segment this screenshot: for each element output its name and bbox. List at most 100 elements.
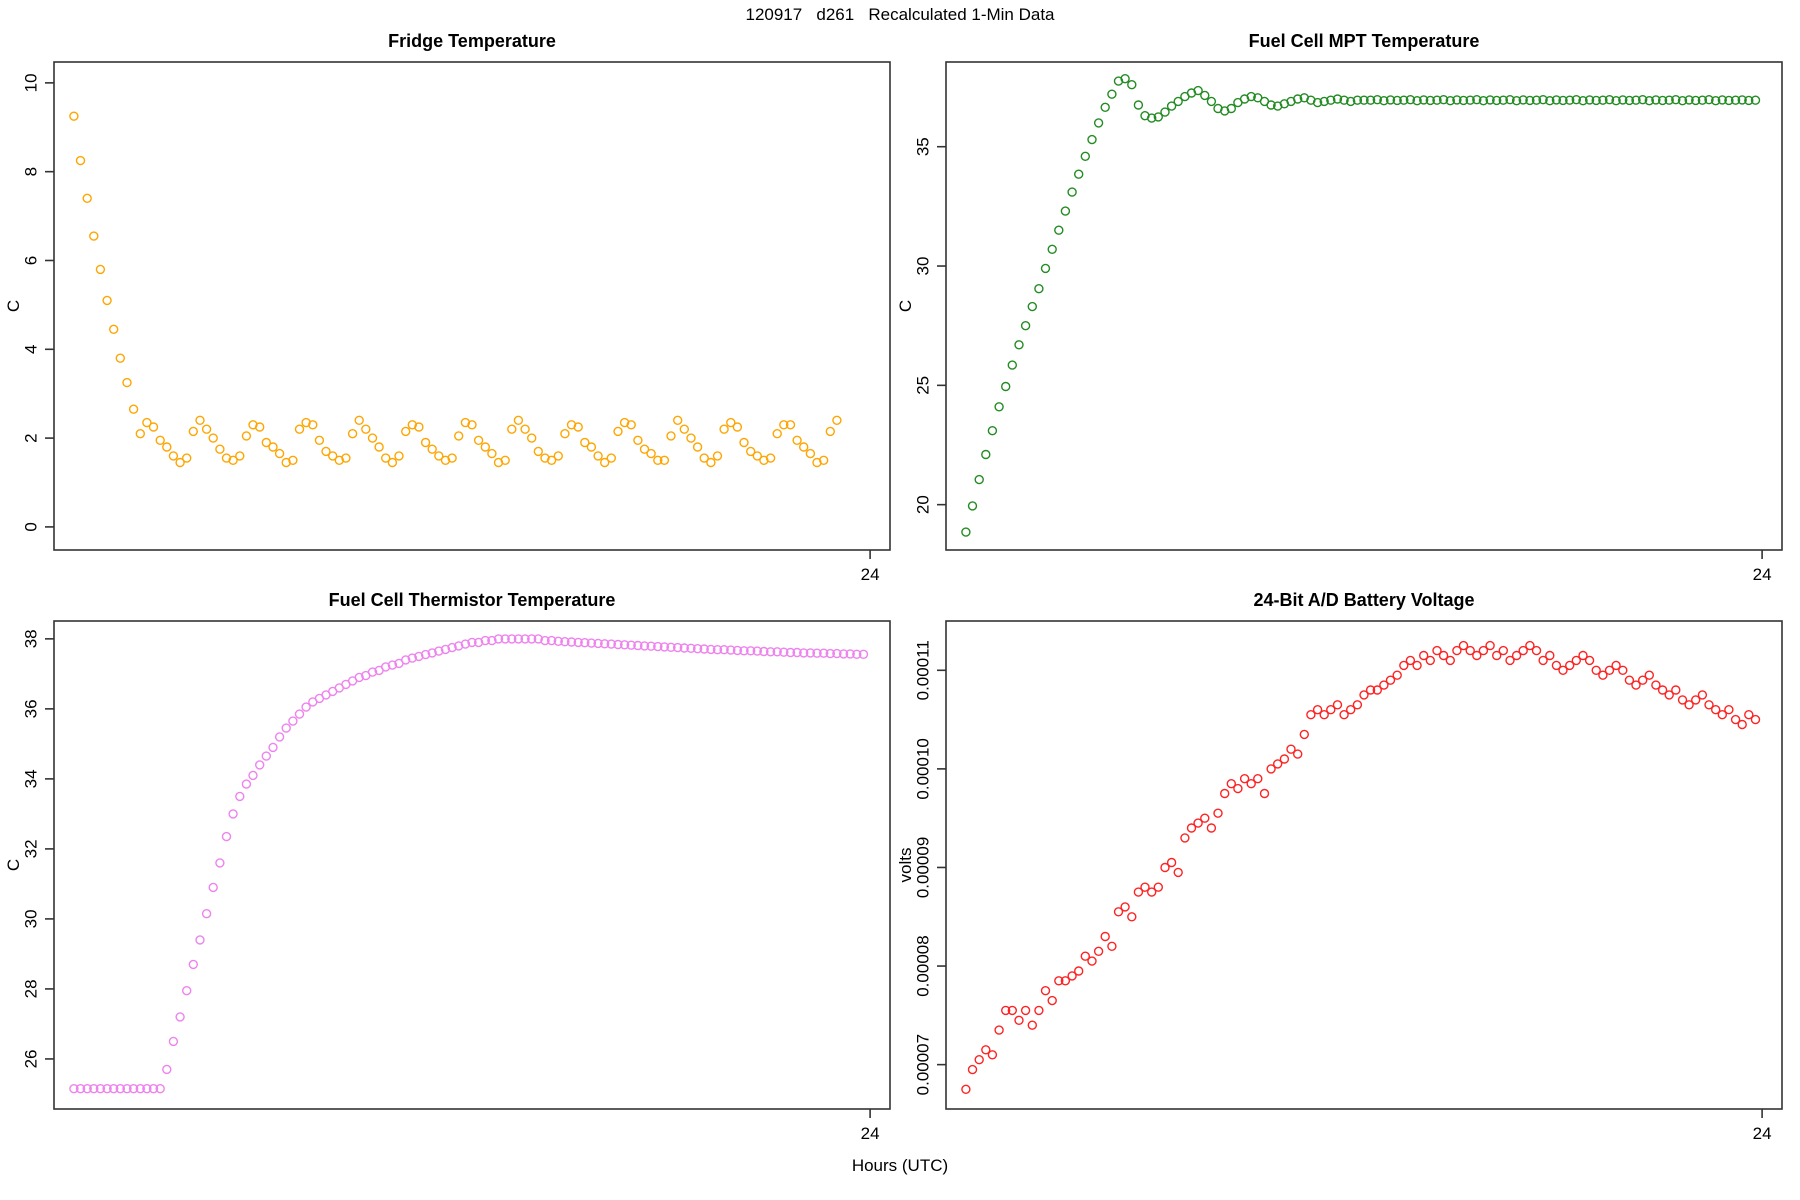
data-point: [1206, 823, 1217, 833]
data-point: [1346, 704, 1356, 715]
data-point: [1293, 94, 1303, 104]
data-point: [274, 732, 285, 742]
data-point: [1465, 645, 1475, 656]
data-point: [1100, 931, 1110, 942]
data-point: [248, 770, 258, 781]
data-point: [1326, 704, 1336, 715]
data-point: [1001, 1005, 1011, 1016]
data-point: [1027, 301, 1038, 312]
data-point: [374, 442, 384, 452]
figure-title: 120917 d261 Recalculated 1-Min Data: [745, 5, 1055, 24]
data-point: [142, 1084, 152, 1094]
data-point: [1618, 95, 1628, 105]
data-point: [1492, 95, 1502, 106]
data-point: [1505, 655, 1515, 666]
data-point: [1040, 263, 1051, 274]
panel-fuel-cell-mpt-temperature: Fuel Cell MPT Temperature C 20 25 30 35 24: [896, 31, 1783, 584]
data-point: [1326, 95, 1336, 105]
data-point: [241, 431, 252, 441]
data-point: [1624, 95, 1635, 106]
data-point: [1697, 95, 1708, 105]
data-point: [699, 644, 709, 654]
data-point: [1664, 690, 1674, 700]
data-point: [1233, 783, 1243, 794]
data-point: [1379, 96, 1389, 106]
data-point: [1239, 773, 1250, 784]
data-point: [1113, 907, 1124, 917]
data-point: [480, 635, 490, 646]
data-point: [1578, 96, 1588, 106]
data-point: [1425, 655, 1435, 666]
data-point: [128, 1084, 139, 1094]
data-point: [1213, 808, 1223, 818]
panel-battery-voltage: 24-Bit A/D Battery Voltage volts 0.00007…: [896, 590, 1783, 1143]
data-point: [1246, 91, 1256, 102]
data-point: [1584, 95, 1595, 105]
data-point: [593, 638, 603, 649]
data-point: [1385, 95, 1396, 105]
data-point: [560, 429, 570, 439]
y-tick-label: 0.00011: [914, 640, 933, 700]
data-point: [1319, 709, 1329, 720]
data-point: [122, 377, 132, 388]
data-point: [1531, 645, 1542, 656]
data-point: [1511, 650, 1522, 661]
data-point: [288, 455, 298, 465]
data-point: [102, 295, 112, 306]
data-point: [566, 637, 577, 647]
data-point: [1014, 340, 1024, 350]
data-point: [825, 426, 835, 437]
data-point: [1279, 754, 1290, 764]
data-point: [1392, 95, 1402, 106]
data-point: [961, 527, 971, 537]
data-point: [546, 455, 557, 465]
data-point: [1492, 650, 1502, 661]
data-point: [1538, 655, 1548, 666]
battery-voltage-chart: 0.00007 0.00008 0.00009 0.00010 0.00011 24: [914, 620, 1783, 1143]
data-point: [261, 751, 272, 761]
data-point: [974, 474, 984, 485]
data-point: [639, 444, 650, 454]
data-point: [739, 646, 749, 656]
fuel-cell-thermistor-temperature-chart: 26 28 30 32 34 36 38 24: [22, 620, 891, 1143]
data-point: [752, 646, 762, 656]
data-point: [281, 723, 291, 733]
data-point: [420, 649, 431, 660]
data-point: [135, 429, 146, 439]
data-point: [1651, 680, 1661, 690]
data-point: [666, 431, 676, 441]
data-point: [1127, 912, 1137, 922]
data-point: [460, 639, 471, 649]
data-point: [175, 1012, 185, 1022]
data-point: [692, 644, 703, 654]
data-point: [274, 448, 285, 459]
data-point: [1259, 788, 1270, 799]
data-point: [394, 451, 404, 461]
data-point: [1511, 96, 1522, 106]
data-point: [1246, 778, 1256, 789]
data-point: [1697, 690, 1708, 700]
data-point: [1598, 670, 1608, 680]
data-point: [115, 353, 126, 363]
data-point: [646, 641, 656, 651]
data-point: [613, 426, 623, 437]
data-point: [1379, 680, 1389, 690]
data-point: [1266, 100, 1276, 110]
data-point: [95, 1084, 106, 1094]
data-point: [799, 648, 809, 658]
data-point: [1133, 100, 1144, 110]
data-point: [1465, 95, 1475, 105]
y-tick-label: 4: [22, 345, 41, 354]
data-point: [805, 648, 816, 658]
data-point: [1352, 700, 1363, 710]
data-point: [1073, 966, 1084, 976]
y-tick-label: 36: [22, 699, 41, 718]
data-point: [1120, 74, 1130, 84]
data-point: [686, 433, 696, 443]
data-point: [1644, 96, 1654, 106]
data-point: [1638, 95, 1648, 105]
data-point: [1458, 95, 1469, 106]
data-point: [692, 442, 703, 452]
data-point: [487, 635, 497, 646]
